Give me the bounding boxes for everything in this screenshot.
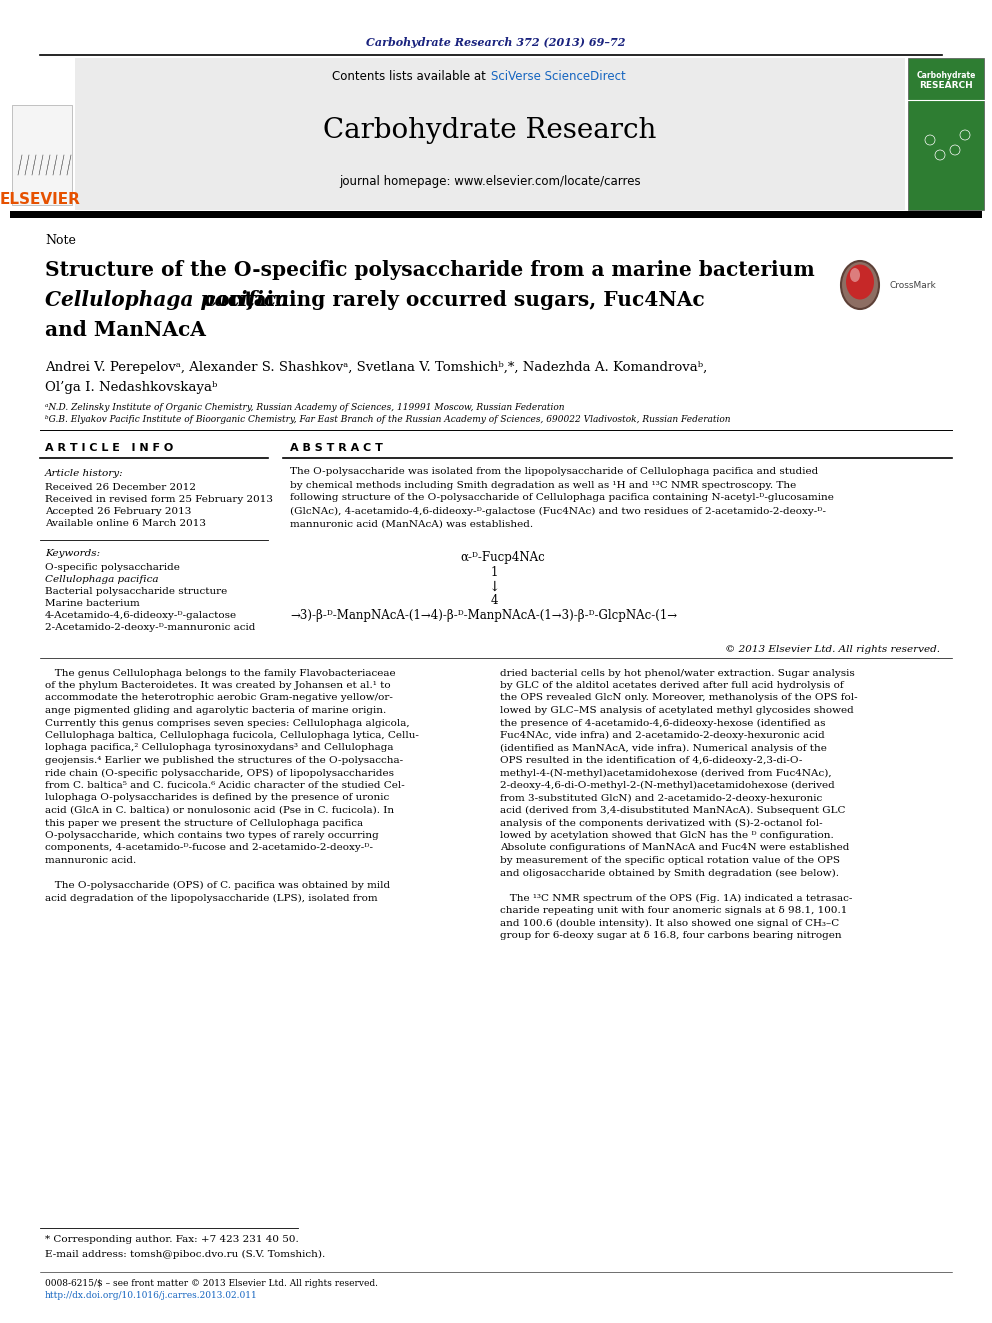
Text: Currently this genus comprises seven species: Cellulophaga algicola,: Currently this genus comprises seven spe… bbox=[45, 718, 410, 728]
Text: ᵃN.D. Zelinsky Institute of Organic Chemistry, Russian Academy of Sciences, 1199: ᵃN.D. Zelinsky Institute of Organic Chem… bbox=[45, 402, 564, 411]
Text: analysis of the components derivatized with (S)-2-octanol fol-: analysis of the components derivatized w… bbox=[500, 819, 822, 828]
Text: and ManNAcA: and ManNAcA bbox=[45, 320, 206, 340]
Text: by chemical methods including Smith degradation as well as ¹H and ¹³C NMR spectr: by chemical methods including Smith degr… bbox=[290, 480, 797, 490]
Text: mannuronic acid.: mannuronic acid. bbox=[45, 856, 136, 865]
Text: methyl-4-(N-methyl)acetamidohexose (derived from Fuc4NAc),: methyl-4-(N-methyl)acetamidohexose (deri… bbox=[500, 769, 831, 778]
Text: from C. baltica⁵ and C. fucicola.⁶ Acidic character of the studied Cel-: from C. baltica⁵ and C. fucicola.⁶ Acidi… bbox=[45, 781, 405, 790]
Text: Received in revised form 25 February 2013: Received in revised form 25 February 201… bbox=[45, 495, 273, 504]
Text: dried bacterial cells by hot phenol/water extraction. Sugar analysis: dried bacterial cells by hot phenol/wate… bbox=[500, 668, 855, 677]
Text: http://dx.doi.org/10.1016/j.carres.2013.02.011: http://dx.doi.org/10.1016/j.carres.2013.… bbox=[45, 1291, 258, 1301]
Text: lowed by acetylation showed that GlcN has the ᴰ configuration.: lowed by acetylation showed that GlcN ha… bbox=[500, 831, 833, 840]
Text: and 100.6 (double intensity). It also showed one signal of CH₃–C: and 100.6 (double intensity). It also sh… bbox=[500, 918, 839, 927]
Text: lulophaga O-polysaccharides is defined by the presence of uronic: lulophaga O-polysaccharides is defined b… bbox=[45, 794, 389, 803]
Text: ride chain (O-specific polysaccharide, OPS) of lipopolysaccharides: ride chain (O-specific polysaccharide, O… bbox=[45, 769, 394, 778]
Ellipse shape bbox=[841, 261, 879, 310]
Text: * Corresponding author. Fax: +7 423 231 40 50.: * Corresponding author. Fax: +7 423 231 … bbox=[45, 1236, 299, 1245]
Text: Available online 6 March 2013: Available online 6 March 2013 bbox=[45, 519, 206, 528]
Text: by GLC of the alditol acetates derived after full acid hydrolysis of: by GLC of the alditol acetates derived a… bbox=[500, 681, 843, 691]
Text: →3)-β-ᴰ-ManpNAcA-(1→4)-β-ᴰ-ManpNAcA-(1→3)-β-ᴰ-GlcpNAc-(1→: →3)-β-ᴰ-ManpNAcA-(1→4)-β-ᴰ-ManpNAcA-(1→3… bbox=[290, 609, 678, 622]
Text: Cellulophaga pacifica: Cellulophaga pacifica bbox=[45, 290, 289, 310]
Text: OPS resulted in the identification of 4,6-dideoxy-2,3-di-O-: OPS resulted in the identification of 4,… bbox=[500, 755, 803, 765]
Ellipse shape bbox=[846, 265, 874, 299]
Text: The O-polysaccharide (OPS) of C. pacifica was obtained by mild: The O-polysaccharide (OPS) of C. pacific… bbox=[45, 881, 390, 890]
Text: Ol’ga I. Nedashkovskayaᵇ: Ol’ga I. Nedashkovskayaᵇ bbox=[45, 381, 217, 393]
Text: acid (GlcA in C. baltica) or nonulosonic acid (Pse in C. fucicola). In: acid (GlcA in C. baltica) or nonulosonic… bbox=[45, 806, 394, 815]
Text: A R T I C L E   I N F O: A R T I C L E I N F O bbox=[45, 443, 174, 452]
Text: lowed by GLC–MS analysis of acetylated methyl glycosides showed: lowed by GLC–MS analysis of acetylated m… bbox=[500, 706, 854, 714]
Text: The ¹³C NMR spectrum of the OPS (Fig. 1A) indicated a tetrasac-: The ¹³C NMR spectrum of the OPS (Fig. 1A… bbox=[500, 893, 852, 902]
Text: of the phylum Bacteroidetes. It was created by Johansen et al.¹ to: of the phylum Bacteroidetes. It was crea… bbox=[45, 681, 391, 691]
Text: The O-polysaccharide was isolated from the lipopolysaccharide of Cellulophaga pa: The O-polysaccharide was isolated from t… bbox=[290, 467, 818, 476]
Text: acid degradation of the lipopolysaccharide (LPS), isolated from: acid degradation of the lipopolysacchari… bbox=[45, 893, 378, 902]
Text: ↓: ↓ bbox=[488, 579, 500, 594]
Text: Marine bacterium: Marine bacterium bbox=[45, 598, 140, 607]
Text: Note: Note bbox=[45, 233, 75, 246]
Text: A B S T R A C T: A B S T R A C T bbox=[290, 443, 383, 452]
Text: components, 4-acetamido-ᴰ-fucose and 2-acetamido-2-deoxy-ᴰ-: components, 4-acetamido-ᴰ-fucose and 2-a… bbox=[45, 844, 373, 852]
Text: and oligosaccharide obtained by Smith degradation (see below).: and oligosaccharide obtained by Smith de… bbox=[500, 868, 839, 877]
Text: 0008-6215/$ – see front matter © 2013 Elsevier Ltd. All rights reserved.: 0008-6215/$ – see front matter © 2013 El… bbox=[45, 1278, 378, 1287]
Text: Carbohydrate: Carbohydrate bbox=[917, 70, 976, 79]
Text: The genus Cellulophaga belongs to the family Flavobacteriaceae: The genus Cellulophaga belongs to the fa… bbox=[45, 668, 396, 677]
Text: journal homepage: www.elsevier.com/locate/carres: journal homepage: www.elsevier.com/locat… bbox=[339, 176, 641, 188]
Text: Cellulophaga baltica, Cellulophaga fucicola, Cellulophaga lytica, Cellu-: Cellulophaga baltica, Cellulophaga fucic… bbox=[45, 732, 419, 740]
Bar bbox=[12, 105, 72, 205]
Text: by measurement of the specific optical rotation value of the OPS: by measurement of the specific optical r… bbox=[500, 856, 840, 865]
Text: (identified as ManNAcA, vide infra). Numerical analysis of the: (identified as ManNAcA, vide infra). Num… bbox=[500, 744, 827, 753]
Text: mannuronic acid (ManNAcA) was established.: mannuronic acid (ManNAcA) was establishe… bbox=[290, 520, 533, 528]
Bar bbox=[908, 58, 984, 210]
Text: SciVerse ScienceDirect: SciVerse ScienceDirect bbox=[491, 70, 626, 82]
Text: E-mail address: tomsh@piboc.dvo.ru (S.V. Tomshich).: E-mail address: tomsh@piboc.dvo.ru (S.V.… bbox=[45, 1249, 325, 1258]
Text: Received 26 December 2012: Received 26 December 2012 bbox=[45, 483, 196, 492]
Text: RESEARCH: RESEARCH bbox=[920, 81, 973, 90]
Text: geojensis.⁴ Earlier we published the structures of the O-polysaccha-: geojensis.⁴ Earlier we published the str… bbox=[45, 755, 403, 765]
Text: acid (derived from 3,4-disubstituted ManNAcA). Subsequent GLC: acid (derived from 3,4-disubstituted Man… bbox=[500, 806, 845, 815]
Text: Structure of the O-specific polysaccharide from a marine bacterium: Structure of the O-specific polysacchari… bbox=[45, 261, 814, 280]
Text: Bacterial polysaccharide structure: Bacterial polysaccharide structure bbox=[45, 586, 227, 595]
Text: α-ᴰ-Fucp4NAc: α-ᴰ-Fucp4NAc bbox=[460, 550, 545, 564]
Text: group for 6-deoxy sugar at δ 16.8, four carbons bearing nitrogen: group for 6-deoxy sugar at δ 16.8, four … bbox=[500, 931, 841, 941]
Text: Absolute configurations of ManNAcA and Fuc4N were established: Absolute configurations of ManNAcA and F… bbox=[500, 844, 849, 852]
Text: 1: 1 bbox=[490, 565, 498, 578]
Text: Fuc4NAc, vide infra) and 2-acetamido-2-deoxy-hexuronic acid: Fuc4NAc, vide infra) and 2-acetamido-2-d… bbox=[500, 730, 824, 740]
Text: containing rarely occurred sugars, Fuc4NAc: containing rarely occurred sugars, Fuc4N… bbox=[197, 290, 704, 310]
Text: Contents lists available at: Contents lists available at bbox=[332, 70, 490, 82]
Text: Cellulophaga pacifica: Cellulophaga pacifica bbox=[45, 574, 159, 583]
Text: Carbohydrate Research 372 (2013) 69–72: Carbohydrate Research 372 (2013) 69–72 bbox=[366, 37, 626, 48]
Text: ELSEVIER: ELSEVIER bbox=[0, 193, 80, 208]
Text: O-specific polysaccharide: O-specific polysaccharide bbox=[45, 562, 180, 572]
Text: the OPS revealed GlcN only. Moreover, methanolysis of the OPS fol-: the OPS revealed GlcN only. Moreover, me… bbox=[500, 693, 858, 703]
Bar bbox=[10, 210, 982, 218]
Text: Accepted 26 February 2013: Accepted 26 February 2013 bbox=[45, 507, 191, 516]
Text: 2-deoxy-4,6-di-O-methyl-2-(N-methyl)acetamidohexose (derived: 2-deoxy-4,6-di-O-methyl-2-(N-methyl)acet… bbox=[500, 781, 834, 790]
Text: lophaga pacifica,² Cellulophaga tyrosinoxydans³ and Cellulophaga: lophaga pacifica,² Cellulophaga tyrosino… bbox=[45, 744, 394, 753]
Text: 2-Acetamido-2-deoxy-ᴰ-mannuronic acid: 2-Acetamido-2-deoxy-ᴰ-mannuronic acid bbox=[45, 623, 255, 631]
Text: Article history:: Article history: bbox=[45, 470, 124, 479]
Text: from 3-substituted GlcN) and 2-acetamido-2-deoxy-hexuronic: from 3-substituted GlcN) and 2-acetamido… bbox=[500, 794, 822, 803]
Text: accommodate the heterotrophic aerobic Gram-negative yellow/or-: accommodate the heterotrophic aerobic Gr… bbox=[45, 693, 393, 703]
Bar bbox=[75, 58, 905, 210]
Bar bbox=[10, 58, 75, 210]
Text: 4-Acetamido-4,6-dideoxy-ᴰ-galactose: 4-Acetamido-4,6-dideoxy-ᴰ-galactose bbox=[45, 610, 237, 619]
Text: Andrei V. Perepelovᵃ, Alexander S. Shashkovᵃ, Svetlana V. Tomshichᵇ,*, Nadezhda : Andrei V. Perepelovᵃ, Alexander S. Shash… bbox=[45, 361, 707, 374]
Text: ange pigmented gliding and agarolytic bacteria of marine origin.: ange pigmented gliding and agarolytic ba… bbox=[45, 706, 386, 714]
Text: Keywords:: Keywords: bbox=[45, 549, 100, 558]
Ellipse shape bbox=[850, 269, 860, 282]
Text: charide repeating unit with four anomeric signals at δ 98.1, 100.1: charide repeating unit with four anomeri… bbox=[500, 906, 847, 916]
Text: ᵇG.B. Elyakov Pacific Institute of Bioorganic Chemistry, Far East Branch of the : ᵇG.B. Elyakov Pacific Institute of Bioor… bbox=[45, 415, 730, 425]
Text: following structure of the O-polysaccharide of Cellulophaga pacifica containing : following structure of the O-polysacchar… bbox=[290, 493, 834, 503]
Text: 4: 4 bbox=[490, 594, 498, 607]
Text: this paper we present the structure of Cellulophaga pacifica: this paper we present the structure of C… bbox=[45, 819, 363, 827]
Text: © 2013 Elsevier Ltd. All rights reserved.: © 2013 Elsevier Ltd. All rights reserved… bbox=[725, 644, 940, 654]
Text: O-polysaccharide, which contains two types of rarely occurring: O-polysaccharide, which contains two typ… bbox=[45, 831, 379, 840]
Text: CrossMark: CrossMark bbox=[890, 280, 936, 290]
Text: the presence of 4-acetamido-4,6-dideoxy-hexose (identified as: the presence of 4-acetamido-4,6-dideoxy-… bbox=[500, 718, 825, 728]
Text: Carbohydrate Research: Carbohydrate Research bbox=[323, 116, 657, 143]
Text: (GlcNAc), 4-acetamido-4,6-dideoxy-ᴰ-galactose (Fuc4NAc) and two residues of 2-ac: (GlcNAc), 4-acetamido-4,6-dideoxy-ᴰ-gala… bbox=[290, 507, 826, 516]
